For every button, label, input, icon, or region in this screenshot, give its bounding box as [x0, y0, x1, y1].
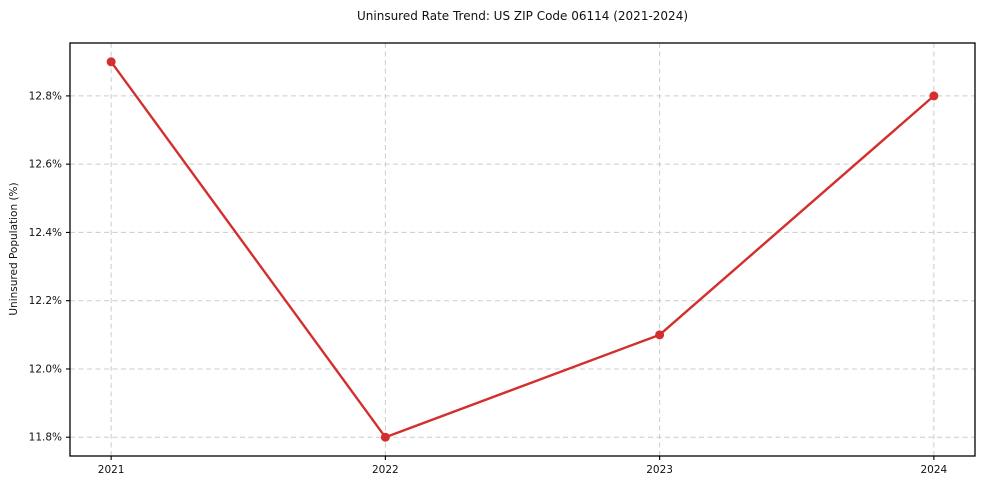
x-tick-label: 2021: [98, 464, 125, 476]
y-tick-label: 12.0%: [29, 363, 62, 375]
x-tick-label: 2022: [372, 464, 399, 476]
y-tick-label: 12.4%: [29, 227, 62, 239]
data-point-marker: [106, 57, 116, 67]
series-line: [109, 60, 936, 439]
data-point-marker: [655, 330, 665, 340]
data-point-marker: [929, 91, 939, 101]
y-tick-label: 12.8%: [29, 90, 62, 102]
chart-title: Uninsured Rate Trend: US ZIP Code 06114 …: [356, 9, 689, 23]
y-tick-label: 12.6%: [29, 159, 62, 171]
x-tick-label: 2024: [920, 464, 947, 476]
plot-frame: [69, 42, 976, 457]
y-tick-label: 12.2%: [29, 295, 62, 307]
y-tick-label: 11.8%: [29, 432, 62, 444]
data-point-marker: [380, 432, 390, 442]
x-tick-label: 2023: [646, 464, 673, 476]
